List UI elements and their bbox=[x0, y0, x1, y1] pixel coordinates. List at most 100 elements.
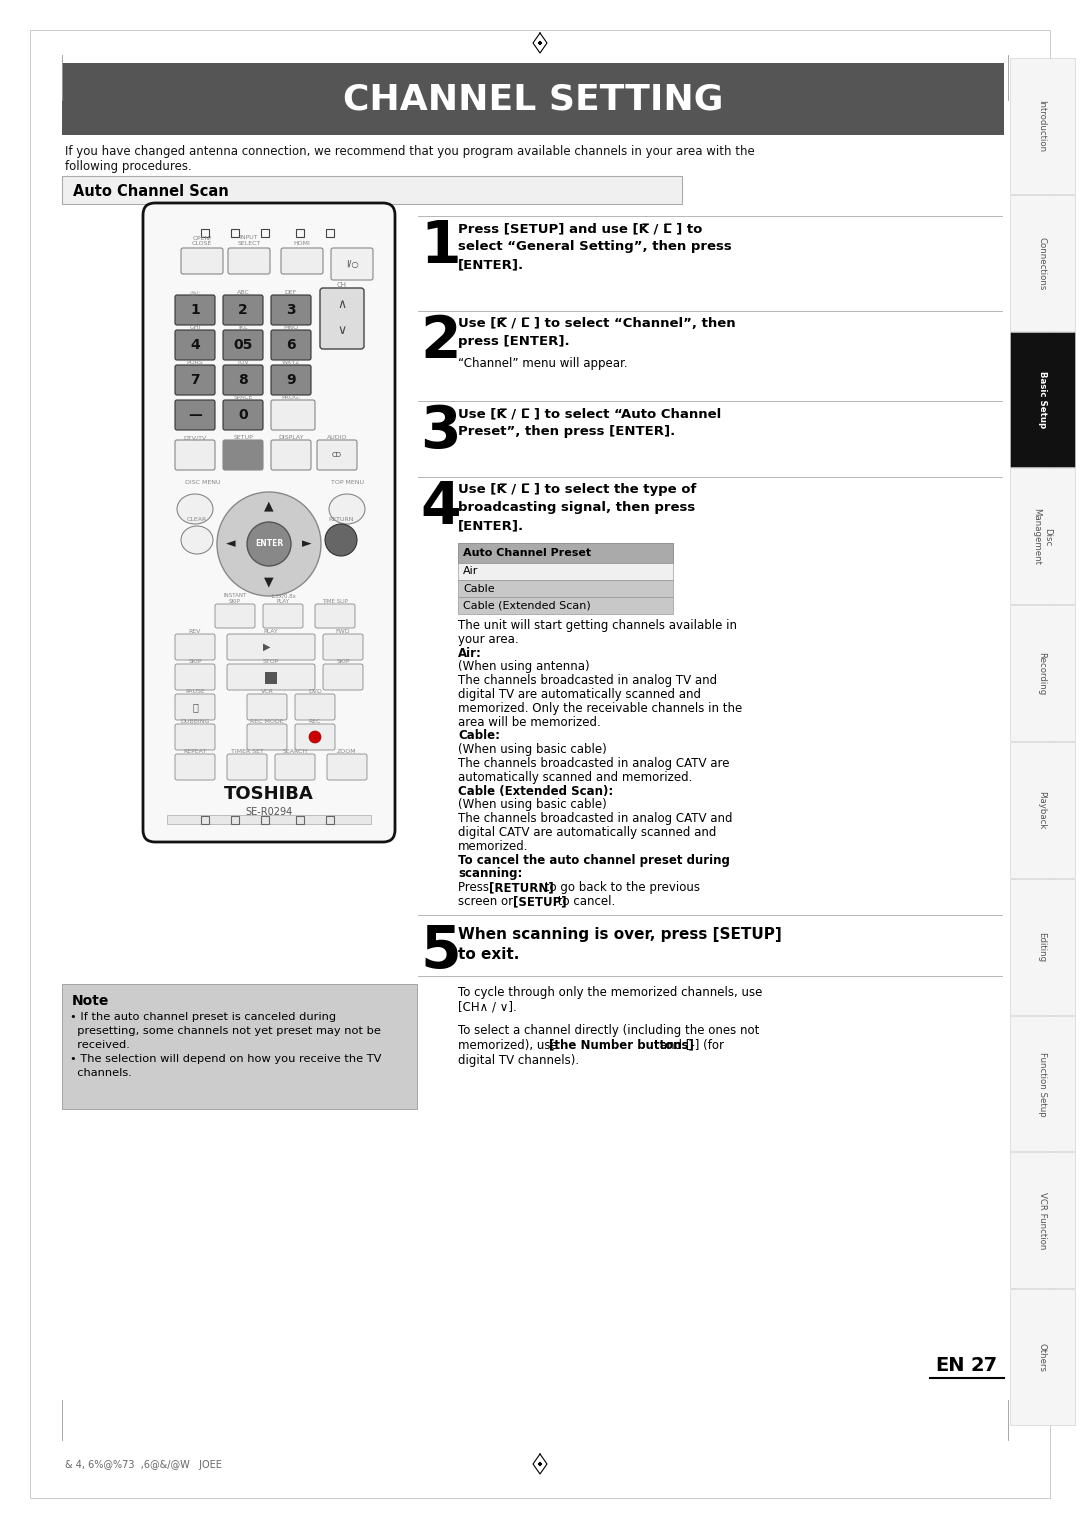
Text: Recording: Recording bbox=[1038, 652, 1047, 695]
Text: TOSHIBA: TOSHIBA bbox=[225, 785, 314, 804]
Text: VCR: VCR bbox=[260, 689, 273, 694]
Text: Playback: Playback bbox=[1038, 792, 1047, 830]
FancyBboxPatch shape bbox=[320, 287, 364, 348]
Text: 5: 5 bbox=[420, 923, 461, 979]
Text: INPUT
SELECT: INPUT SELECT bbox=[238, 235, 260, 246]
FancyBboxPatch shape bbox=[175, 634, 215, 660]
Text: SKIP: SKIP bbox=[188, 659, 202, 665]
FancyBboxPatch shape bbox=[295, 724, 335, 750]
Text: automatically scanned and memorized.: automatically scanned and memorized. bbox=[458, 770, 692, 784]
Text: press [ENTER].: press [ENTER]. bbox=[458, 335, 569, 348]
Text: & 4, 6%@%73  ,6@&/@W   JOEE: & 4, 6%@%73 ,6@&/@W JOEE bbox=[65, 1459, 221, 1470]
Circle shape bbox=[247, 523, 291, 565]
FancyBboxPatch shape bbox=[175, 400, 215, 429]
FancyBboxPatch shape bbox=[318, 440, 357, 471]
Text: SKIP: SKIP bbox=[336, 659, 350, 665]
FancyBboxPatch shape bbox=[222, 400, 264, 429]
Text: [ENTER].: [ENTER]. bbox=[458, 258, 524, 270]
FancyBboxPatch shape bbox=[275, 753, 315, 779]
Text: area will be memorized.: area will be memorized. bbox=[458, 715, 600, 729]
Text: JKL: JKL bbox=[239, 325, 247, 330]
Ellipse shape bbox=[181, 526, 213, 555]
Text: TUV: TUV bbox=[237, 361, 249, 365]
FancyBboxPatch shape bbox=[175, 724, 215, 750]
Text: select “General Setting”, then press: select “General Setting”, then press bbox=[458, 240, 732, 254]
Text: GHI: GHI bbox=[189, 325, 201, 330]
Text: ∧: ∧ bbox=[337, 298, 347, 312]
Text: Use [K̅ / L̅ ] to select “Channel”, then: Use [K̅ / L̅ ] to select “Channel”, then bbox=[458, 316, 735, 330]
Text: screen or: screen or bbox=[458, 895, 517, 908]
Text: .@/:: .@/: bbox=[189, 290, 201, 295]
FancyBboxPatch shape bbox=[175, 753, 215, 779]
Text: Press: Press bbox=[458, 882, 492, 894]
FancyBboxPatch shape bbox=[175, 295, 215, 325]
Text: MNO: MNO bbox=[283, 325, 298, 330]
Text: To cycle through only the memorized channels, use: To cycle through only the memorized chan… bbox=[458, 986, 762, 999]
Bar bbox=[1010, 605, 1075, 741]
FancyBboxPatch shape bbox=[215, 604, 255, 628]
Text: 9: 9 bbox=[286, 373, 296, 387]
Text: ZOOM: ZOOM bbox=[337, 749, 356, 753]
Text: Function Setup: Function Setup bbox=[1038, 1051, 1047, 1117]
Text: ◄: ◄ bbox=[226, 538, 235, 550]
Text: Introduction: Introduction bbox=[1038, 101, 1047, 153]
Bar bbox=[458, 581, 673, 597]
Circle shape bbox=[309, 730, 321, 743]
Text: TIMER SET: TIMER SET bbox=[230, 749, 264, 753]
Text: DEF: DEF bbox=[285, 290, 297, 295]
Bar bbox=[62, 984, 417, 1109]
Text: Cable: Cable bbox=[463, 584, 495, 593]
Bar bbox=[326, 816, 334, 824]
Text: 1.3x/0.8x
PLAY: 1.3x/0.8x PLAY bbox=[270, 593, 296, 604]
Text: —: — bbox=[188, 408, 202, 422]
FancyBboxPatch shape bbox=[327, 753, 367, 779]
Text: • If the auto channel preset is canceled during
  presetting, some channels not : • If the auto channel preset is canceled… bbox=[70, 1012, 381, 1077]
Text: I/○: I/○ bbox=[346, 260, 359, 269]
Text: PQRS: PQRS bbox=[187, 361, 203, 365]
Text: 4: 4 bbox=[420, 478, 461, 536]
Text: Note: Note bbox=[72, 993, 109, 1008]
Bar bbox=[1010, 1290, 1075, 1426]
Bar bbox=[296, 229, 303, 237]
Text: The channels broadcasted in analog TV and: The channels broadcasted in analog TV an… bbox=[458, 674, 717, 688]
FancyBboxPatch shape bbox=[271, 440, 311, 471]
FancyBboxPatch shape bbox=[247, 694, 287, 720]
FancyBboxPatch shape bbox=[222, 295, 264, 325]
FancyBboxPatch shape bbox=[295, 694, 335, 720]
Text: your area.: your area. bbox=[458, 633, 518, 646]
Text: (When using basic cable): (When using basic cable) bbox=[458, 799, 607, 811]
FancyBboxPatch shape bbox=[227, 753, 267, 779]
Text: ∨: ∨ bbox=[337, 324, 347, 338]
FancyBboxPatch shape bbox=[175, 365, 215, 396]
FancyBboxPatch shape bbox=[281, 248, 323, 274]
Text: 27: 27 bbox=[970, 1355, 997, 1375]
Text: 2: 2 bbox=[420, 313, 461, 370]
Bar bbox=[261, 816, 269, 824]
Text: Disc
Management: Disc Management bbox=[1032, 509, 1052, 565]
Text: Air: Air bbox=[463, 567, 478, 576]
Text: Use [K̅ / L̅ ] to select “Auto Channel: Use [K̅ / L̅ ] to select “Auto Channel bbox=[458, 406, 721, 420]
Text: ▲: ▲ bbox=[265, 500, 274, 512]
Text: ▶: ▶ bbox=[264, 642, 271, 652]
FancyBboxPatch shape bbox=[227, 634, 315, 660]
Text: OPEN/
CLOSE: OPEN/ CLOSE bbox=[192, 235, 212, 246]
Text: Editing: Editing bbox=[1038, 932, 1047, 963]
Text: (When using antenna): (When using antenna) bbox=[458, 660, 590, 674]
Bar bbox=[1010, 469, 1075, 604]
Text: to go back to the previous: to go back to the previous bbox=[541, 882, 700, 894]
Bar bbox=[1010, 1016, 1075, 1152]
FancyBboxPatch shape bbox=[271, 365, 311, 396]
Text: DUBBING: DUBBING bbox=[180, 720, 210, 724]
Text: digital CATV are automatically scanned and: digital CATV are automatically scanned a… bbox=[458, 827, 716, 839]
Text: ABC: ABC bbox=[237, 290, 249, 295]
Text: The channels broadcasted in analog CATV are: The channels broadcasted in analog CATV … bbox=[458, 756, 729, 770]
Text: TOP MENU: TOP MENU bbox=[330, 480, 364, 484]
Text: 0: 0 bbox=[239, 408, 247, 422]
Text: To select a channel directly (including the ones not: To select a channel directly (including … bbox=[458, 1024, 759, 1038]
FancyBboxPatch shape bbox=[271, 295, 311, 325]
Text: 3: 3 bbox=[420, 403, 461, 460]
Text: 1: 1 bbox=[420, 219, 461, 275]
FancyBboxPatch shape bbox=[143, 203, 395, 842]
Circle shape bbox=[325, 524, 357, 556]
Bar bbox=[167, 814, 372, 824]
